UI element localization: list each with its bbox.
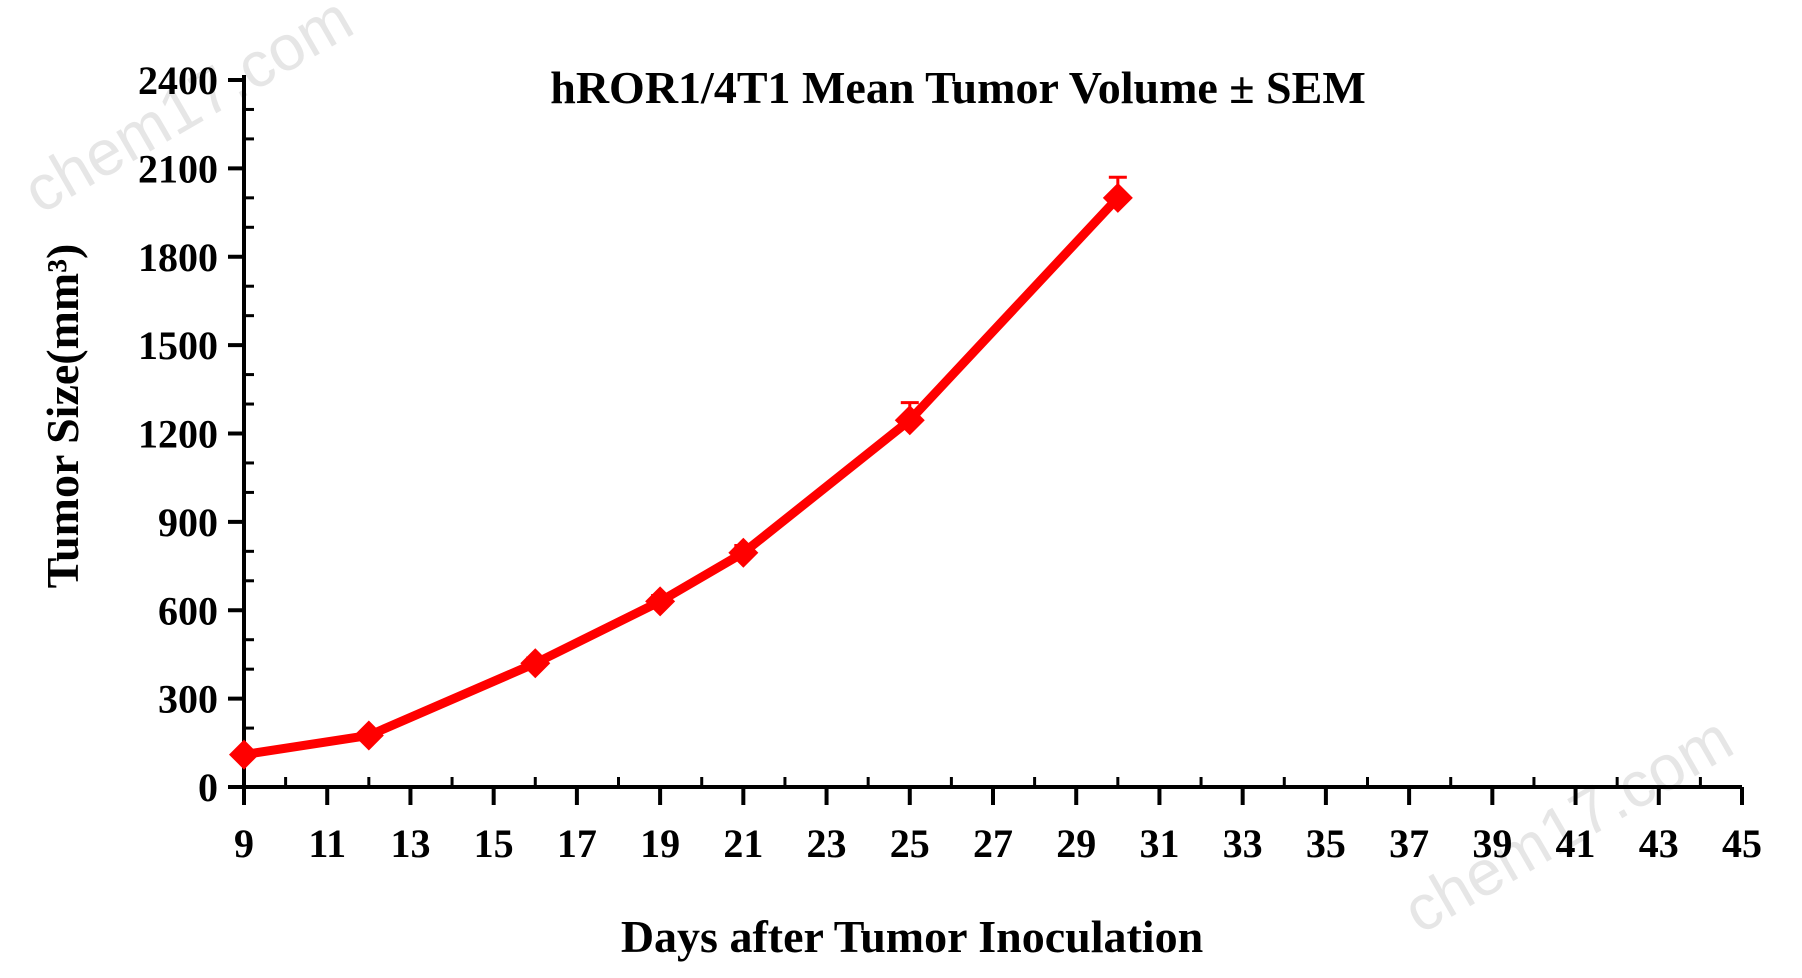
watermark-top-left: chem17.com xyxy=(11,0,364,227)
y-axis: 0 300 600 900 1200 1500 1800 2100 2400 xyxy=(138,58,254,810)
x-tick-label: 39 xyxy=(1472,821,1512,866)
y-tick-label: 1800 xyxy=(138,235,218,280)
x-tick-label: 25 xyxy=(890,821,930,866)
x-tick-label: 23 xyxy=(807,821,847,866)
y-tick-label: 2100 xyxy=(138,146,218,191)
y-tick-label: 1500 xyxy=(138,323,218,368)
series-layer xyxy=(229,175,1133,770)
y-axis-title: Tumor Size(mm³) xyxy=(37,244,88,589)
data-point-marker xyxy=(520,648,551,679)
x-tick-label: 43 xyxy=(1639,821,1679,866)
x-tick-label: 27 xyxy=(973,821,1013,866)
series-line xyxy=(239,193,1123,760)
x-tick-label: 45 xyxy=(1722,821,1762,866)
x-tick-label: 31 xyxy=(1139,821,1179,866)
x-tick-label: 21 xyxy=(723,821,763,866)
data-point-marker xyxy=(229,739,259,770)
y-tick-label: 0 xyxy=(198,765,218,810)
y-tick-label: 900 xyxy=(158,500,218,545)
data-point-marker xyxy=(1102,182,1133,213)
x-tick-label: 41 xyxy=(1556,821,1596,866)
data-point-marker xyxy=(728,537,759,568)
x-tick-label: 19 xyxy=(640,821,680,866)
data-point-marker xyxy=(645,586,676,617)
x-tick-label: 37 xyxy=(1389,821,1429,866)
x-tick-label: 35 xyxy=(1306,821,1346,866)
y-tick-label: 600 xyxy=(158,588,218,633)
x-tick-label: 17 xyxy=(557,821,597,866)
y-tick-label: 2400 xyxy=(138,58,218,103)
x-tick-label: 13 xyxy=(390,821,430,866)
x-tick-label: 33 xyxy=(1223,821,1263,866)
watermark-layer: chem17.com chem17.com xyxy=(11,0,1744,947)
y-tick-label: 300 xyxy=(158,677,218,722)
chart-title: hROR1/4T1 Mean Tumor Volume ± SEM xyxy=(550,62,1366,113)
x-tick-label: 15 xyxy=(474,821,514,866)
y-tick-label: 1200 xyxy=(138,412,218,457)
x-tick-label: 29 xyxy=(1056,821,1096,866)
x-tick-label: 11 xyxy=(308,821,346,866)
x-tick-label: 9 xyxy=(234,821,254,866)
x-axis: 9 11 13 15 17 19 21 23 25 27 29 31 33 35 37 39 41 43 45 xyxy=(234,777,1762,866)
data-point-marker xyxy=(894,405,925,436)
x-axis-title: Days after Tumor Inoculation xyxy=(621,911,1203,962)
data-point-marker xyxy=(353,720,384,751)
